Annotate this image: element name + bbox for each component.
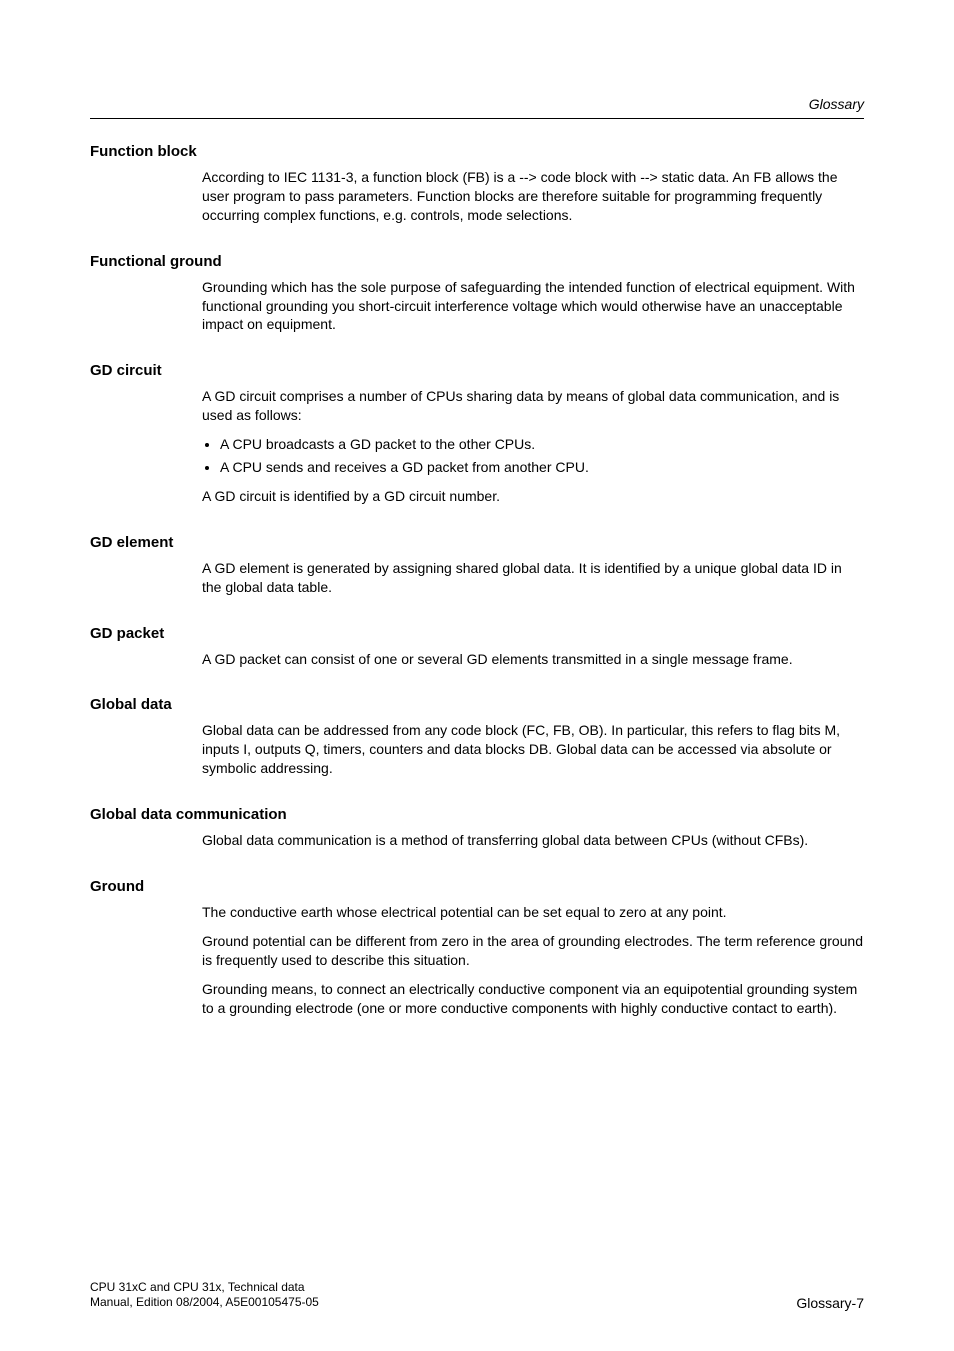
term-gd-packet: GD packet A GD packet can consist of one… [90, 625, 864, 669]
term-paragraph: A GD packet can consist of one or severa… [202, 650, 864, 669]
term-paragraph: Grounding means, to connect an electrica… [202, 980, 864, 1018]
term-body: A GD element is generated by assigning s… [202, 559, 864, 597]
term-body: The conductive earth whose electrical po… [202, 903, 864, 1017]
term-title: Functional ground [90, 253, 864, 270]
term-body: Global data communication is a method of… [202, 831, 864, 850]
term-title: GD packet [90, 625, 864, 642]
term-body: Grounding which has the sole purpose of … [202, 278, 864, 335]
term-paragraph: Ground potential can be different from z… [202, 932, 864, 970]
footer-page-number: Glossary-7 [796, 1295, 864, 1311]
page-footer: CPU 31xC and CPU 31x, Technical data Man… [90, 1280, 864, 1311]
term-paragraph: Grounding which has the sole purpose of … [202, 278, 864, 335]
footer-doc-title: CPU 31xC and CPU 31x, Technical data [90, 1280, 319, 1296]
term-paragraph: A GD circuit comprises a number of CPUs … [202, 387, 864, 425]
term-title: Global data [90, 696, 864, 713]
term-global-data: Global data Global data can be addressed… [90, 696, 864, 778]
page: Glossary Function block According to IEC… [0, 0, 954, 1351]
term-ground: Ground The conductive earth whose electr… [90, 878, 864, 1017]
term-paragraph: Global data communication is a method of… [202, 831, 864, 850]
term-function-block: Function block According to IEC 1131-3, … [90, 143, 864, 225]
footer-left: CPU 31xC and CPU 31x, Technical data Man… [90, 1280, 319, 1311]
footer-doc-edition: Manual, Edition 08/2004, A5E00105475-05 [90, 1295, 319, 1311]
term-gd-element: GD element A GD element is generated by … [90, 534, 864, 597]
term-body: Global data can be addressed from any co… [202, 721, 864, 778]
term-body: According to IEC 1131-3, a function bloc… [202, 168, 864, 225]
term-title: Function block [90, 143, 864, 160]
term-paragraph: Global data can be addressed from any co… [202, 721, 864, 778]
term-body: A GD circuit comprises a number of CPUs … [202, 387, 864, 505]
term-title: GD element [90, 534, 864, 551]
term-paragraph: A GD element is generated by assigning s… [202, 559, 864, 597]
term-gd-circuit: GD circuit A GD circuit comprises a numb… [90, 362, 864, 505]
bullet-item: A CPU sends and receives a GD packet fro… [220, 458, 864, 477]
term-title: Global data communication [90, 806, 864, 823]
header-section: Glossary [809, 96, 864, 112]
term-paragraph: A GD circuit is identified by a GD circu… [202, 487, 864, 506]
term-bullets: A CPU broadcasts a GD packet to the othe… [202, 435, 864, 477]
term-global-data-communication: Global data communication Global data co… [90, 806, 864, 850]
bullet-item: A CPU broadcasts a GD packet to the othe… [220, 435, 864, 454]
page-header: Glossary [90, 96, 864, 119]
term-paragraph: According to IEC 1131-3, a function bloc… [202, 168, 864, 225]
term-functional-ground: Functional ground Grounding which has th… [90, 253, 864, 335]
term-title: Ground [90, 878, 864, 895]
term-title: GD circuit [90, 362, 864, 379]
term-paragraph: The conductive earth whose electrical po… [202, 903, 864, 922]
term-body: A GD packet can consist of one or severa… [202, 650, 864, 669]
